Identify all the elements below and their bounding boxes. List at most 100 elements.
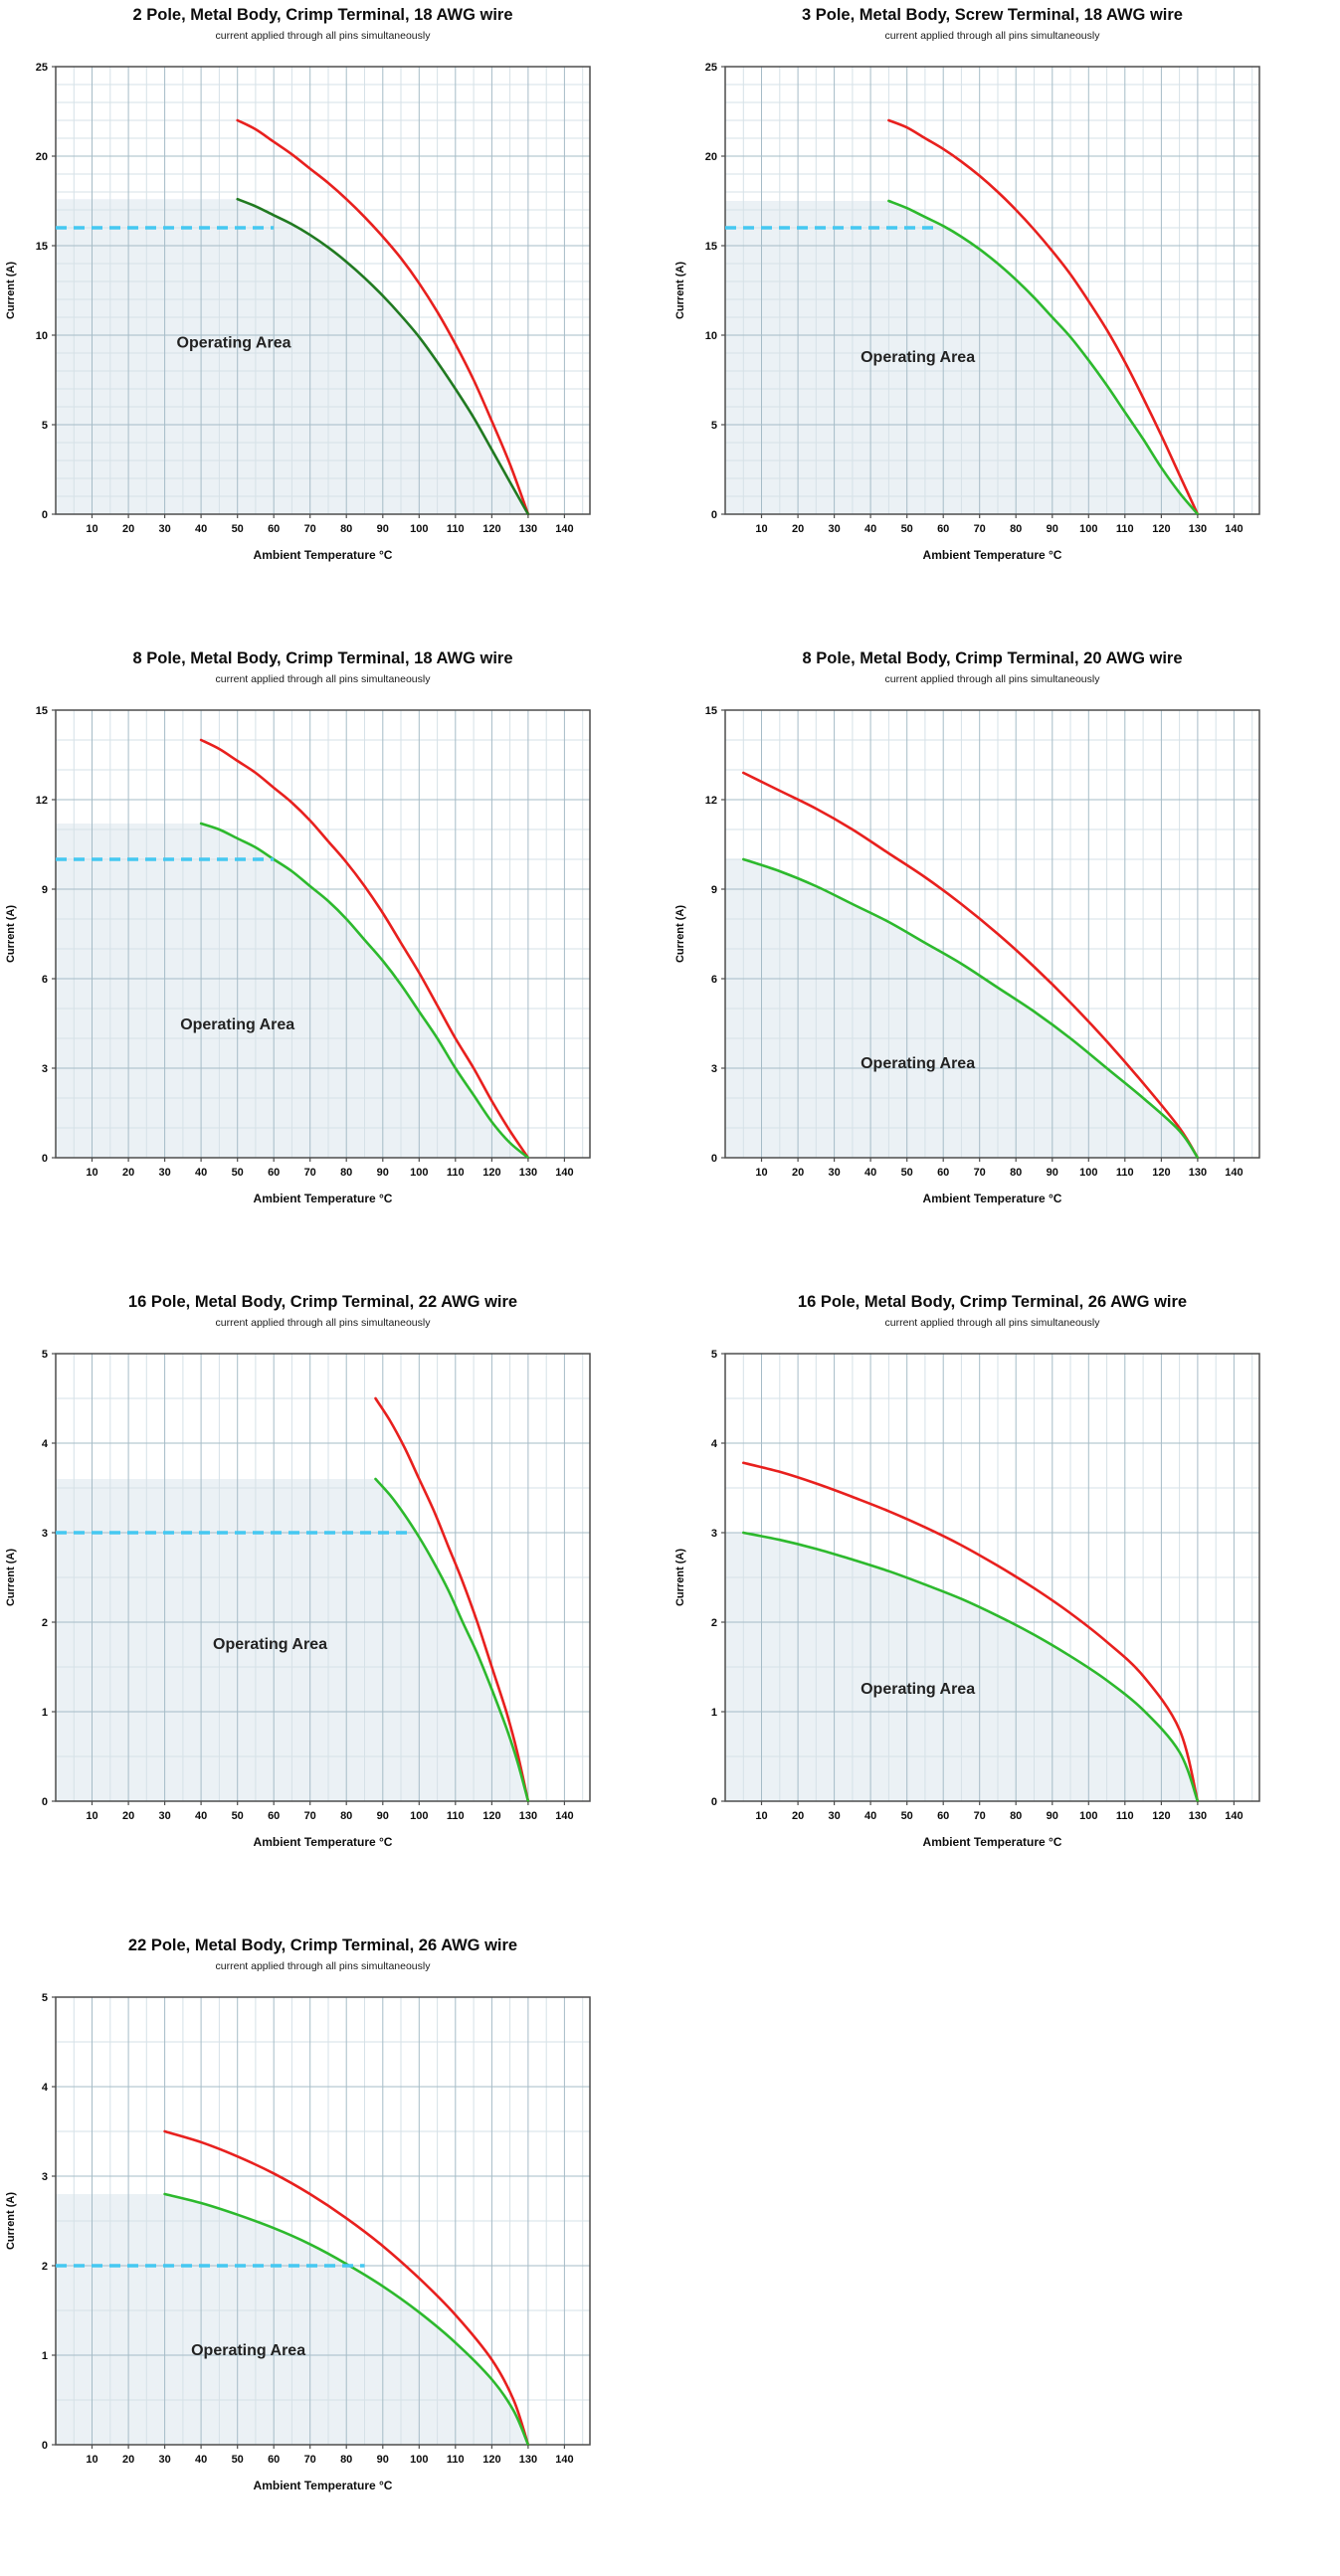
series-derated-current-line (742, 857, 1200, 1160)
svg-text:110: 110 (447, 1167, 465, 1179)
chart-svg: 2 Pole, Metal Body, Crimp Terminal, 18 A… (0, 0, 670, 644)
svg-text:15: 15 (36, 241, 48, 253)
plot-grid (725, 66, 1259, 514)
svg-text:130: 130 (519, 523, 537, 535)
series-max-current-line (742, 1461, 1200, 1803)
x-axis-label: Ambient Temperature °C (923, 548, 1062, 562)
svg-text:4: 4 (711, 1438, 718, 1450)
chart-subtitle: current applied through all pins simulta… (216, 1960, 432, 1972)
y-axis-label: Current (A) (5, 2192, 17, 2250)
plot-border (55, 66, 591, 515)
svg-text:5: 5 (42, 1349, 48, 1361)
x-axis-label: Ambient Temperature °C (254, 548, 393, 562)
svg-text:5: 5 (711, 420, 717, 432)
chart-subtitle: current applied through all pins simulta… (216, 30, 432, 42)
svg-text:15: 15 (36, 705, 48, 717)
plot-grid (56, 66, 590, 514)
y-axis-label: Current (A) (5, 905, 17, 963)
series-max-current-line (236, 118, 530, 516)
svg-text:20: 20 (122, 1167, 134, 1179)
svg-text:60: 60 (268, 523, 280, 535)
svg-text:50: 50 (232, 1167, 244, 1179)
svg-text:20: 20 (792, 523, 804, 535)
chart-subtitle: current applied through all pins simulta… (885, 673, 1101, 685)
x-axis-label: Ambient Temperature °C (254, 2479, 393, 2492)
series-derated-current-line (199, 822, 530, 1160)
series-max-current-line (374, 1396, 530, 1803)
svg-text:90: 90 (377, 523, 389, 535)
svg-text:6: 6 (711, 974, 717, 986)
svg-text:2: 2 (42, 2261, 48, 2273)
plot-border (724, 66, 1260, 515)
svg-text:40: 40 (195, 1167, 207, 1179)
svg-text:60: 60 (937, 1167, 949, 1179)
chart-title: 3 Pole, Metal Body, Screw Terminal, 18 A… (802, 6, 1183, 24)
chart-svg: 16 Pole, Metal Body, Crimp Terminal, 26 … (670, 1287, 1339, 1931)
svg-text:70: 70 (304, 2454, 316, 2466)
plot-border (724, 709, 1260, 1159)
operating-area-label: Operating Area (861, 1055, 975, 1072)
chart-subtitle: current applied through all pins simulta… (216, 1317, 432, 1329)
y-axis-label: Current (A) (674, 262, 686, 319)
svg-text:9: 9 (42, 884, 48, 896)
svg-text:70: 70 (304, 1167, 316, 1179)
svg-text:15: 15 (705, 705, 717, 717)
svg-text:60: 60 (937, 1810, 949, 1822)
svg-text:40: 40 (864, 1810, 876, 1822)
y-axis-label: Current (A) (5, 1549, 17, 1606)
svg-text:3: 3 (711, 1528, 717, 1540)
chart-svg: 3 Pole, Metal Body, Screw Terminal, 18 A… (670, 0, 1339, 644)
svg-text:10: 10 (755, 1810, 767, 1822)
svg-text:120: 120 (482, 1167, 500, 1179)
svg-text:25: 25 (36, 62, 48, 74)
svg-text:40: 40 (864, 523, 876, 535)
svg-text:80: 80 (1010, 1167, 1022, 1179)
svg-text:80: 80 (1010, 523, 1022, 535)
svg-text:80: 80 (340, 1810, 352, 1822)
svg-text:100: 100 (1079, 523, 1097, 535)
chart-cell-1: 2 Pole, Metal Body, Crimp Terminal, 18 A… (0, 0, 670, 644)
chart-svg: 16 Pole, Metal Body, Crimp Terminal, 22 … (0, 1287, 670, 1931)
svg-text:90: 90 (1047, 523, 1058, 535)
svg-text:15: 15 (705, 241, 717, 253)
chart-svg: 8 Pole, Metal Body, Crimp Terminal, 20 A… (670, 644, 1339, 1287)
chart-title: 22 Pole, Metal Body, Crimp Terminal, 26 … (128, 1936, 517, 1954)
svg-text:140: 140 (1225, 523, 1243, 535)
svg-text:3: 3 (42, 2171, 48, 2183)
series-max-current-line (163, 2129, 530, 2447)
svg-text:9: 9 (711, 884, 717, 896)
chart-svg: 22 Pole, Metal Body, Crimp Terminal, 26 … (0, 1931, 670, 2574)
chart-subtitle: current applied through all pins simulta… (885, 1317, 1101, 1329)
svg-text:20: 20 (792, 1810, 804, 1822)
chart-title: 16 Pole, Metal Body, Crimp Terminal, 26 … (798, 1293, 1187, 1311)
svg-text:120: 120 (482, 1810, 500, 1822)
svg-text:20: 20 (122, 1810, 134, 1822)
svg-text:3: 3 (42, 1063, 48, 1075)
svg-text:3: 3 (42, 1528, 48, 1540)
axis-ticks: 10 20 30 40 50 60 70 80 90 100 110 120 130 140 0 3 6 9 12 1… (705, 705, 1244, 1179)
svg-text:100: 100 (410, 1167, 428, 1179)
svg-text:90: 90 (377, 1167, 389, 1179)
svg-text:2: 2 (711, 1617, 717, 1629)
svg-text:90: 90 (1047, 1810, 1058, 1822)
svg-text:40: 40 (195, 2454, 207, 2466)
axis-ticks: 10 20 30 40 50 60 70 80 90 100 110 120 130 140 0 5 10 15 2… (705, 62, 1244, 535)
svg-text:30: 30 (828, 1810, 840, 1822)
svg-text:30: 30 (158, 2454, 170, 2466)
plot-border (55, 1353, 591, 1802)
svg-text:90: 90 (1047, 1167, 1058, 1179)
svg-text:0: 0 (42, 2440, 48, 2452)
series-derated-current-line (887, 199, 1200, 516)
svg-text:120: 120 (1152, 1167, 1170, 1179)
plot-grid (725, 1353, 1259, 1801)
svg-text:10: 10 (36, 330, 48, 342)
svg-text:5: 5 (42, 1992, 48, 2004)
chart-svg: 8 Pole, Metal Body, Crimp Terminal, 18 A… (0, 644, 670, 1287)
svg-text:4: 4 (42, 1438, 49, 1450)
svg-text:80: 80 (340, 523, 352, 535)
svg-text:40: 40 (195, 523, 207, 535)
svg-text:5: 5 (711, 1349, 717, 1361)
axis-ticks: 10 20 30 40 50 60 70 80 90 100 110 120 130 140 0 1 2 3 4 5 (42, 1349, 574, 1822)
svg-text:50: 50 (232, 2454, 244, 2466)
